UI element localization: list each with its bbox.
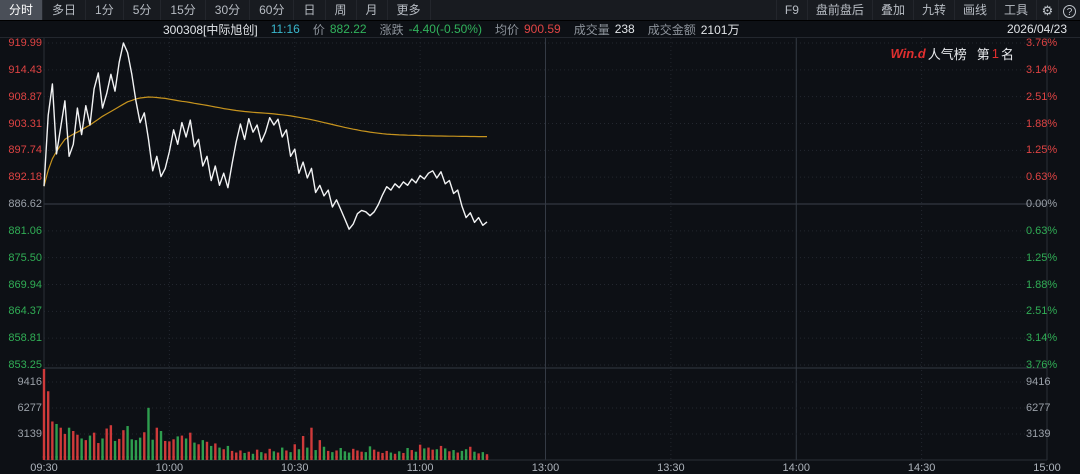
price-axis-label: 869.94 xyxy=(8,278,42,291)
rank-prefix: 第 xyxy=(976,47,990,62)
tab-更多[interactable]: 更多 xyxy=(388,0,431,20)
badge-title: 人气榜 xyxy=(927,47,967,62)
settings-gear-icon[interactable]: ⚙ xyxy=(1036,0,1058,20)
toolbar-button-九转[interactable]: 九转 xyxy=(912,0,954,20)
trade-date: 2026/04/23 xyxy=(1006,22,1067,36)
volume-axis-label: 9416 xyxy=(17,376,42,388)
toolbar-button-工具[interactable]: 工具 xyxy=(994,0,1036,20)
intraday-chart-canvas[interactable] xyxy=(0,38,1080,474)
tab-1分[interactable]: 1分 xyxy=(86,0,124,20)
time-axis-label: 09:30 xyxy=(30,462,58,474)
price-axis-label: 881.06 xyxy=(8,224,42,237)
percent-axis-label: 2.51% xyxy=(1026,90,1058,103)
tab-分时[interactable]: 分时 xyxy=(0,0,44,20)
price-axis-label: 903.31 xyxy=(8,117,42,130)
price-value: 882.22 xyxy=(329,22,367,36)
percent-axis-label: 2.51% xyxy=(1026,305,1058,318)
turnover-value: 2101万 xyxy=(700,22,740,37)
change-value: -4.40(-0.50%) xyxy=(408,22,482,36)
toolbar-button-叠加[interactable]: 叠加 xyxy=(871,0,913,20)
price-axis-label: 897.74 xyxy=(8,144,42,157)
price-axis-label: 858.81 xyxy=(8,332,42,345)
rank-suffix: 名 xyxy=(1000,47,1014,62)
quote-info-bar: 300308[中际旭创] 11:16 价 882.22 涨跌 -4.40(-0.… xyxy=(0,21,1080,37)
price-axis-label: 908.87 xyxy=(8,90,42,103)
toolbar-right: F9 盘前盘后 叠加 九转 画线 工具 ⚙ ? xyxy=(775,0,1080,20)
change-label: 涨跌 xyxy=(379,22,404,37)
volume-value: 238 xyxy=(614,22,635,36)
percent-axis-label: 3.14% xyxy=(1026,332,1058,345)
price-axis-label: 853.25 xyxy=(8,359,42,371)
percent-axis-label: 3.76% xyxy=(1026,37,1058,49)
percent-axis-label: 1.25% xyxy=(1026,251,1058,264)
percent-axis-label: 0.63% xyxy=(1026,224,1058,237)
price-axis-label: 886.62 xyxy=(8,198,42,210)
tab-周[interactable]: 周 xyxy=(326,0,357,20)
volume-axis-label: 3139 xyxy=(17,428,42,440)
percent-axis-label: 1.25% xyxy=(1026,144,1058,157)
tab-5分[interactable]: 5分 xyxy=(124,0,162,20)
time-axis-label: 11:00 xyxy=(406,462,434,474)
toolbar-button-F9[interactable]: F9 xyxy=(775,0,807,20)
toolbar-button-画线[interactable]: 画线 xyxy=(953,0,995,20)
price-label: 价 xyxy=(312,22,325,37)
volume-axis-label: 6277 xyxy=(1026,402,1051,414)
rank-number: 1 xyxy=(991,46,999,61)
avg-value: 900.59 xyxy=(523,22,561,36)
tab-60分[interactable]: 60分 xyxy=(250,0,295,20)
price-axis-label: 864.37 xyxy=(8,305,42,318)
popularity-badge[interactable]: Win.d 人气榜 第 1 名 xyxy=(890,44,1014,63)
time-axis-label: 10:00 xyxy=(155,462,184,474)
price-axis-label: 914.43 xyxy=(8,63,42,76)
time-axis-label: 13:30 xyxy=(657,462,685,474)
price-axis-label: 875.50 xyxy=(8,251,42,264)
tab-多日[interactable]: 多日 xyxy=(43,0,87,20)
help-icon[interactable]: ? xyxy=(1058,0,1080,20)
volume-axis-label: 6277 xyxy=(17,402,42,414)
tab-日[interactable]: 日 xyxy=(294,0,326,20)
turnover-label: 成交金额 xyxy=(647,22,696,37)
time-axis-label: 14:30 xyxy=(907,462,936,474)
toolbar-button-盘前盘后[interactable]: 盘前盘后 xyxy=(806,0,872,20)
percent-axis-label: 1.88% xyxy=(1026,278,1058,291)
symbol-name: 300308[中际旭创] xyxy=(163,22,258,37)
time-axis-label: 13:00 xyxy=(531,462,560,474)
chart-period-toolbar: 分时 多日 1分 5分 15分 30分 60分日周月更多 F9 盘前盘后 叠加 九转 画线 工具 ⚙ … xyxy=(0,0,1080,21)
price-axis-label: 892.18 xyxy=(8,171,42,184)
percent-axis-label: 1.88% xyxy=(1026,117,1058,130)
tab-30分[interactable]: 30分 xyxy=(206,0,251,20)
price-axis-label: 919.99 xyxy=(8,37,42,49)
tab-月[interactable]: 月 xyxy=(357,0,388,20)
quote-time: 11:16 xyxy=(270,22,300,36)
percent-axis-label: 3.14% xyxy=(1026,63,1058,76)
chart-area[interactable]: 919.99 914.43 908.87 903.31 897.74 892.18 886.… xyxy=(0,37,1080,474)
period-tabs: 分时 多日 1分 5分 15分 30分 60分日周月更多 xyxy=(0,0,431,20)
percent-axis-label: 0.00% xyxy=(1026,198,1058,210)
tab-15分[interactable]: 15分 xyxy=(161,0,206,20)
time-axis-label: 15:00 xyxy=(1033,462,1061,474)
volume-label: 成交量 xyxy=(573,22,610,37)
avg-label: 均价 xyxy=(494,22,519,37)
time-axis-label: 14:00 xyxy=(782,462,811,474)
percent-axis-label: 0.63% xyxy=(1026,171,1058,184)
volume-axis-label: 9416 xyxy=(1026,376,1051,388)
time-axis-label: 10:30 xyxy=(280,462,309,474)
volume-axis-label: 3139 xyxy=(1026,428,1051,440)
percent-axis-label: 3.76% xyxy=(1026,359,1058,371)
wind-logo: Win.d xyxy=(890,46,926,61)
